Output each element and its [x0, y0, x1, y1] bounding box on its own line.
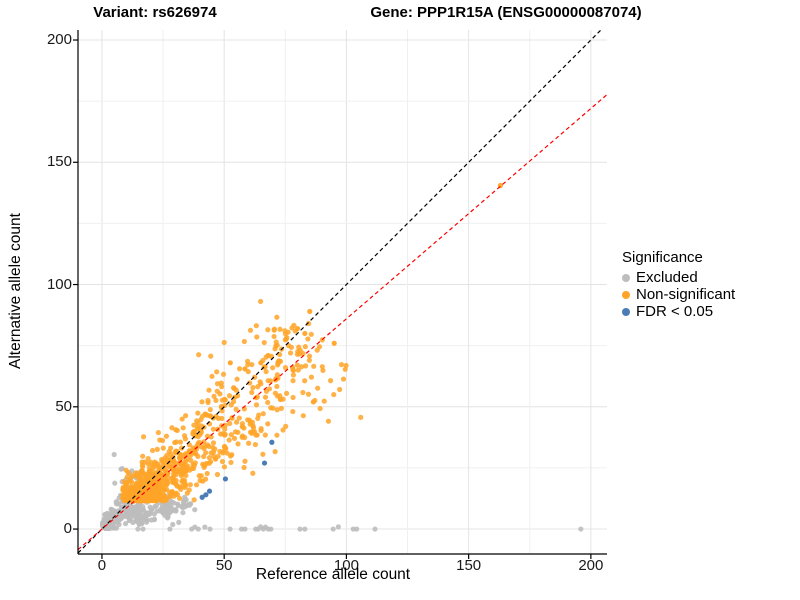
excluded-under-band-points [120, 493, 198, 528]
y-tick-label: 0 [63, 520, 72, 538]
nonsignificant-dot-icon [622, 290, 630, 299]
legend-item-fdr: FDR < 0.05 [622, 303, 735, 320]
x-axis-title: Reference allele count [255, 566, 411, 583]
legend-title: Significance [622, 249, 703, 266]
axes [73, 30, 607, 559]
fitted-ratio-line [78, 94, 607, 551]
x-tick-label: 100 [333, 557, 359, 574]
legend-item-excluded: Excluded [622, 269, 735, 286]
x-tick-label: 200 [578, 557, 604, 574]
reference-lines [78, 30, 607, 554]
legend-item-label: Non-significant [636, 286, 736, 303]
y-tick-label: 50 [55, 397, 72, 415]
variant-title: Variant: rs626974 [93, 4, 217, 21]
data-points [99, 182, 584, 532]
nonsignificant-outlier-points [227, 182, 504, 405]
y-tick-label: 100 [46, 275, 72, 293]
excluded-dot-icon [622, 273, 630, 282]
fdr-dot-icon [622, 307, 630, 316]
legend: Significance Excluded Non-significant FD… [622, 249, 735, 320]
legend-item-label: Excluded [636, 269, 698, 286]
excluded-zero-row-points [111, 451, 584, 532]
legend-item-nonsignificant: Non-significant [622, 286, 735, 303]
y-axis-title: Alternative allele count [7, 213, 24, 369]
nonsignificant-main-points [120, 298, 364, 504]
x-tick-label: 0 [97, 557, 107, 574]
identity-line [78, 30, 602, 554]
x-tick-label: 150 [456, 557, 482, 574]
gridlines [78, 30, 607, 554]
legend-item-label: FDR < 0.05 [636, 303, 714, 320]
gene-title: Gene: PPP1R15A (ENSG00000087074) [370, 4, 642, 21]
x-tick-label: 50 [215, 557, 233, 574]
y-tick-label: 200 [46, 31, 72, 49]
fdr-points [199, 439, 275, 500]
y-tick-label: 150 [46, 153, 72, 171]
